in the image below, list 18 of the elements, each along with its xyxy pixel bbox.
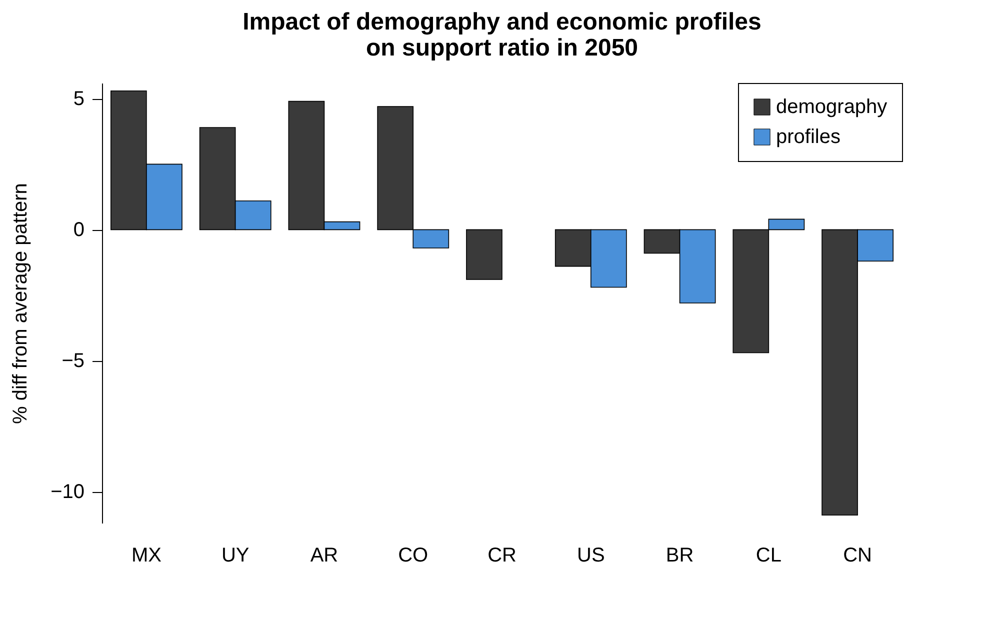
x-tick-label: MX [131,544,162,566]
x-tick-label: US [576,544,605,566]
legend-label: demography [776,96,888,118]
x-tick-label: AR [310,544,338,566]
chart-title: Impact of demography and economic profiles on support ratio in 2050 [242,8,762,62]
y-tick-label: −5 [62,350,84,372]
x-tick-label: UY [221,544,250,566]
x-tick-label: CN [843,544,872,566]
y-tick-label: 0 [73,219,84,242]
x-tick-label: CO [398,544,428,566]
x-tick-label: CL [756,544,782,566]
y-tick-label: −10 [50,481,84,504]
bar [466,229,502,280]
x-tick-label: CR [488,544,516,566]
legend-label: profiles [776,126,840,148]
y-axis-title: % diff from average pattern [10,183,32,424]
y-tick-label: 5 [73,88,84,110]
x-tick-label: BR [666,544,694,566]
